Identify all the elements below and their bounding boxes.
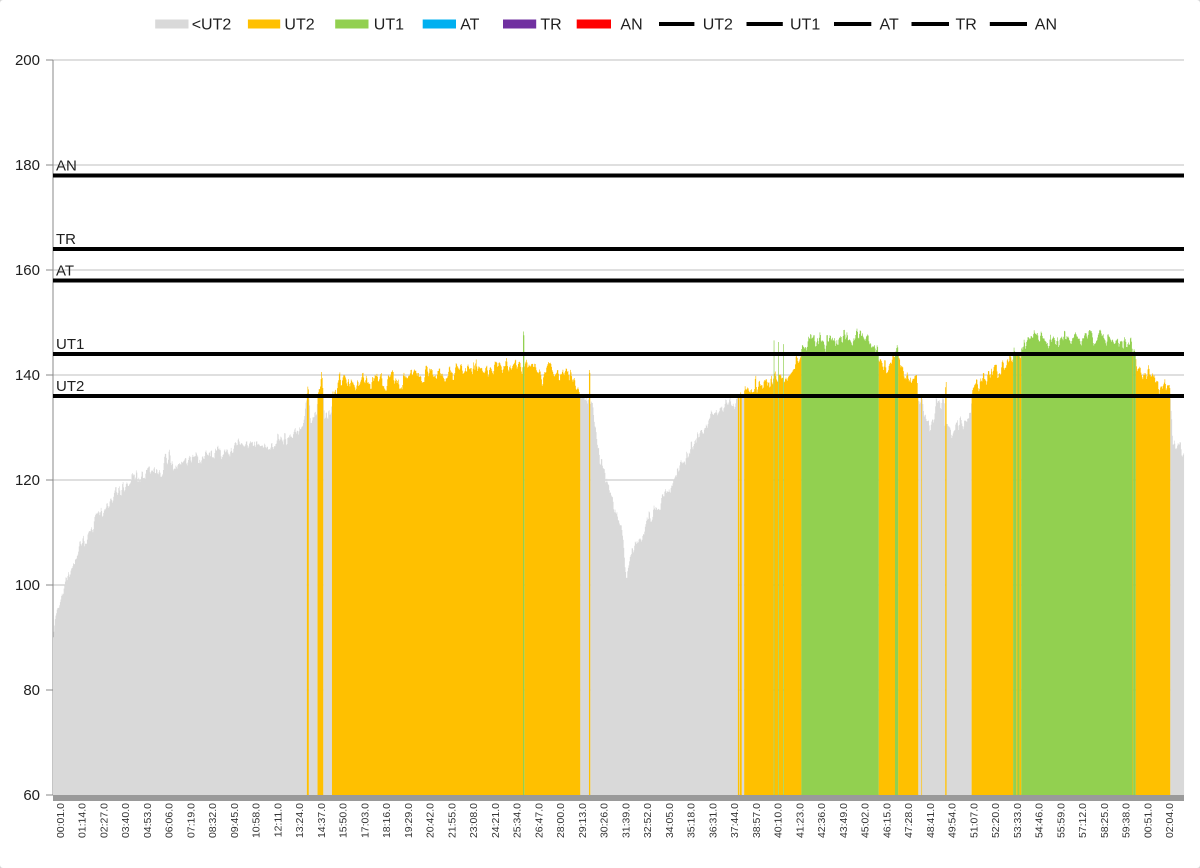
- svg-text:28:00.0: 28:00.0: [555, 803, 567, 838]
- svg-text:58:25.0: 58:25.0: [1099, 803, 1111, 838]
- svg-text:51:07.0: 51:07.0: [968, 803, 980, 838]
- svg-text:40:10.0: 40:10.0: [773, 803, 785, 838]
- svg-text:09:45.0: 09:45.0: [229, 803, 241, 838]
- svg-text:UT1: UT1: [374, 17, 404, 34]
- svg-text:00:51.0: 00:51.0: [1142, 803, 1154, 838]
- svg-text:AN: AN: [1035, 17, 1057, 34]
- svg-text:54:46.0: 54:46.0: [1034, 803, 1046, 838]
- svg-text:01:14.0: 01:14.0: [77, 803, 89, 838]
- svg-text:49:54.0: 49:54.0: [947, 803, 959, 838]
- svg-text:12:11.0: 12:11.0: [272, 803, 284, 837]
- svg-text:38:57.0: 38:57.0: [751, 803, 763, 838]
- svg-text:03:40.0: 03:40.0: [120, 803, 132, 838]
- svg-text:TR: TR: [56, 231, 76, 248]
- svg-text:AN: AN: [56, 158, 77, 175]
- svg-text:14:37.0: 14:37.0: [316, 803, 328, 838]
- svg-text:AT: AT: [880, 17, 899, 34]
- svg-text:60: 60: [23, 787, 40, 804]
- svg-text:TR: TR: [956, 17, 977, 34]
- svg-text:<UT2: <UT2: [192, 17, 232, 34]
- svg-text:UT1: UT1: [790, 17, 820, 34]
- svg-text:02:27.0: 02:27.0: [98, 803, 110, 838]
- svg-text:80: 80: [23, 682, 40, 699]
- svg-text:36:31.0: 36:31.0: [707, 803, 719, 838]
- svg-text:19:29.0: 19:29.0: [403, 803, 415, 838]
- svg-text:15:50.0: 15:50.0: [338, 803, 350, 838]
- svg-text:13:24.0: 13:24.0: [294, 803, 306, 838]
- svg-text:20:42.0: 20:42.0: [425, 803, 437, 838]
- svg-text:18:16.0: 18:16.0: [381, 803, 393, 838]
- svg-text:00:01.0: 00:01.0: [55, 803, 67, 838]
- svg-text:43:49.0: 43:49.0: [838, 803, 850, 838]
- svg-text:02:04.0: 02:04.0: [1164, 803, 1176, 838]
- svg-text:160: 160: [15, 262, 40, 279]
- svg-text:AN: AN: [620, 17, 642, 34]
- svg-text:UT1: UT1: [56, 336, 84, 353]
- svg-text:41:23.0: 41:23.0: [794, 803, 806, 838]
- svg-text:AT: AT: [460, 17, 479, 34]
- svg-text:35:18.0: 35:18.0: [686, 803, 698, 838]
- svg-text:25:34.0: 25:34.0: [512, 803, 524, 838]
- svg-text:23:08.0: 23:08.0: [468, 803, 480, 838]
- svg-text:AT: AT: [56, 263, 74, 280]
- svg-text:48:41.0: 48:41.0: [925, 803, 937, 838]
- svg-text:46:15.0: 46:15.0: [881, 803, 893, 838]
- svg-text:45:02.0: 45:02.0: [860, 803, 872, 838]
- svg-text:TR: TR: [540, 17, 561, 34]
- svg-text:07:19.0: 07:19.0: [185, 803, 197, 838]
- svg-text:UT2: UT2: [703, 17, 733, 34]
- svg-text:52:20.0: 52:20.0: [990, 803, 1002, 838]
- svg-text:120: 120: [15, 472, 40, 489]
- svg-text:53:33.0: 53:33.0: [1012, 803, 1024, 838]
- svg-text:08:32.0: 08:32.0: [207, 803, 219, 838]
- svg-text:42:36.0: 42:36.0: [816, 803, 828, 838]
- svg-text:24:21.0: 24:21.0: [490, 803, 502, 838]
- svg-text:47:28.0: 47:28.0: [903, 803, 915, 838]
- svg-text:10:58.0: 10:58.0: [251, 803, 263, 838]
- svg-text:26:47.0: 26:47.0: [533, 803, 545, 838]
- svg-text:59:38.0: 59:38.0: [1121, 803, 1133, 838]
- svg-text:31:39.0: 31:39.0: [620, 803, 632, 838]
- svg-text:34:05.0: 34:05.0: [664, 803, 676, 838]
- svg-text:57:12.0: 57:12.0: [1077, 803, 1089, 838]
- svg-text:37:44.0: 37:44.0: [729, 803, 741, 838]
- svg-text:140: 140: [15, 367, 40, 384]
- svg-text:UT2: UT2: [56, 378, 84, 395]
- svg-text:04:53.0: 04:53.0: [142, 803, 154, 838]
- svg-text:UT2: UT2: [284, 17, 314, 34]
- svg-text:30:26.0: 30:26.0: [599, 803, 611, 838]
- svg-text:17:03.0: 17:03.0: [359, 803, 371, 838]
- svg-text:29:13.0: 29:13.0: [577, 803, 589, 838]
- svg-text:21:55.0: 21:55.0: [446, 803, 458, 838]
- svg-text:200: 200: [15, 52, 40, 69]
- svg-text:100: 100: [15, 577, 40, 594]
- svg-text:55:59.0: 55:59.0: [1055, 803, 1067, 838]
- svg-text:180: 180: [15, 157, 40, 174]
- svg-text:06:06.0: 06:06.0: [164, 803, 176, 838]
- svg-text:32:52.0: 32:52.0: [642, 803, 654, 838]
